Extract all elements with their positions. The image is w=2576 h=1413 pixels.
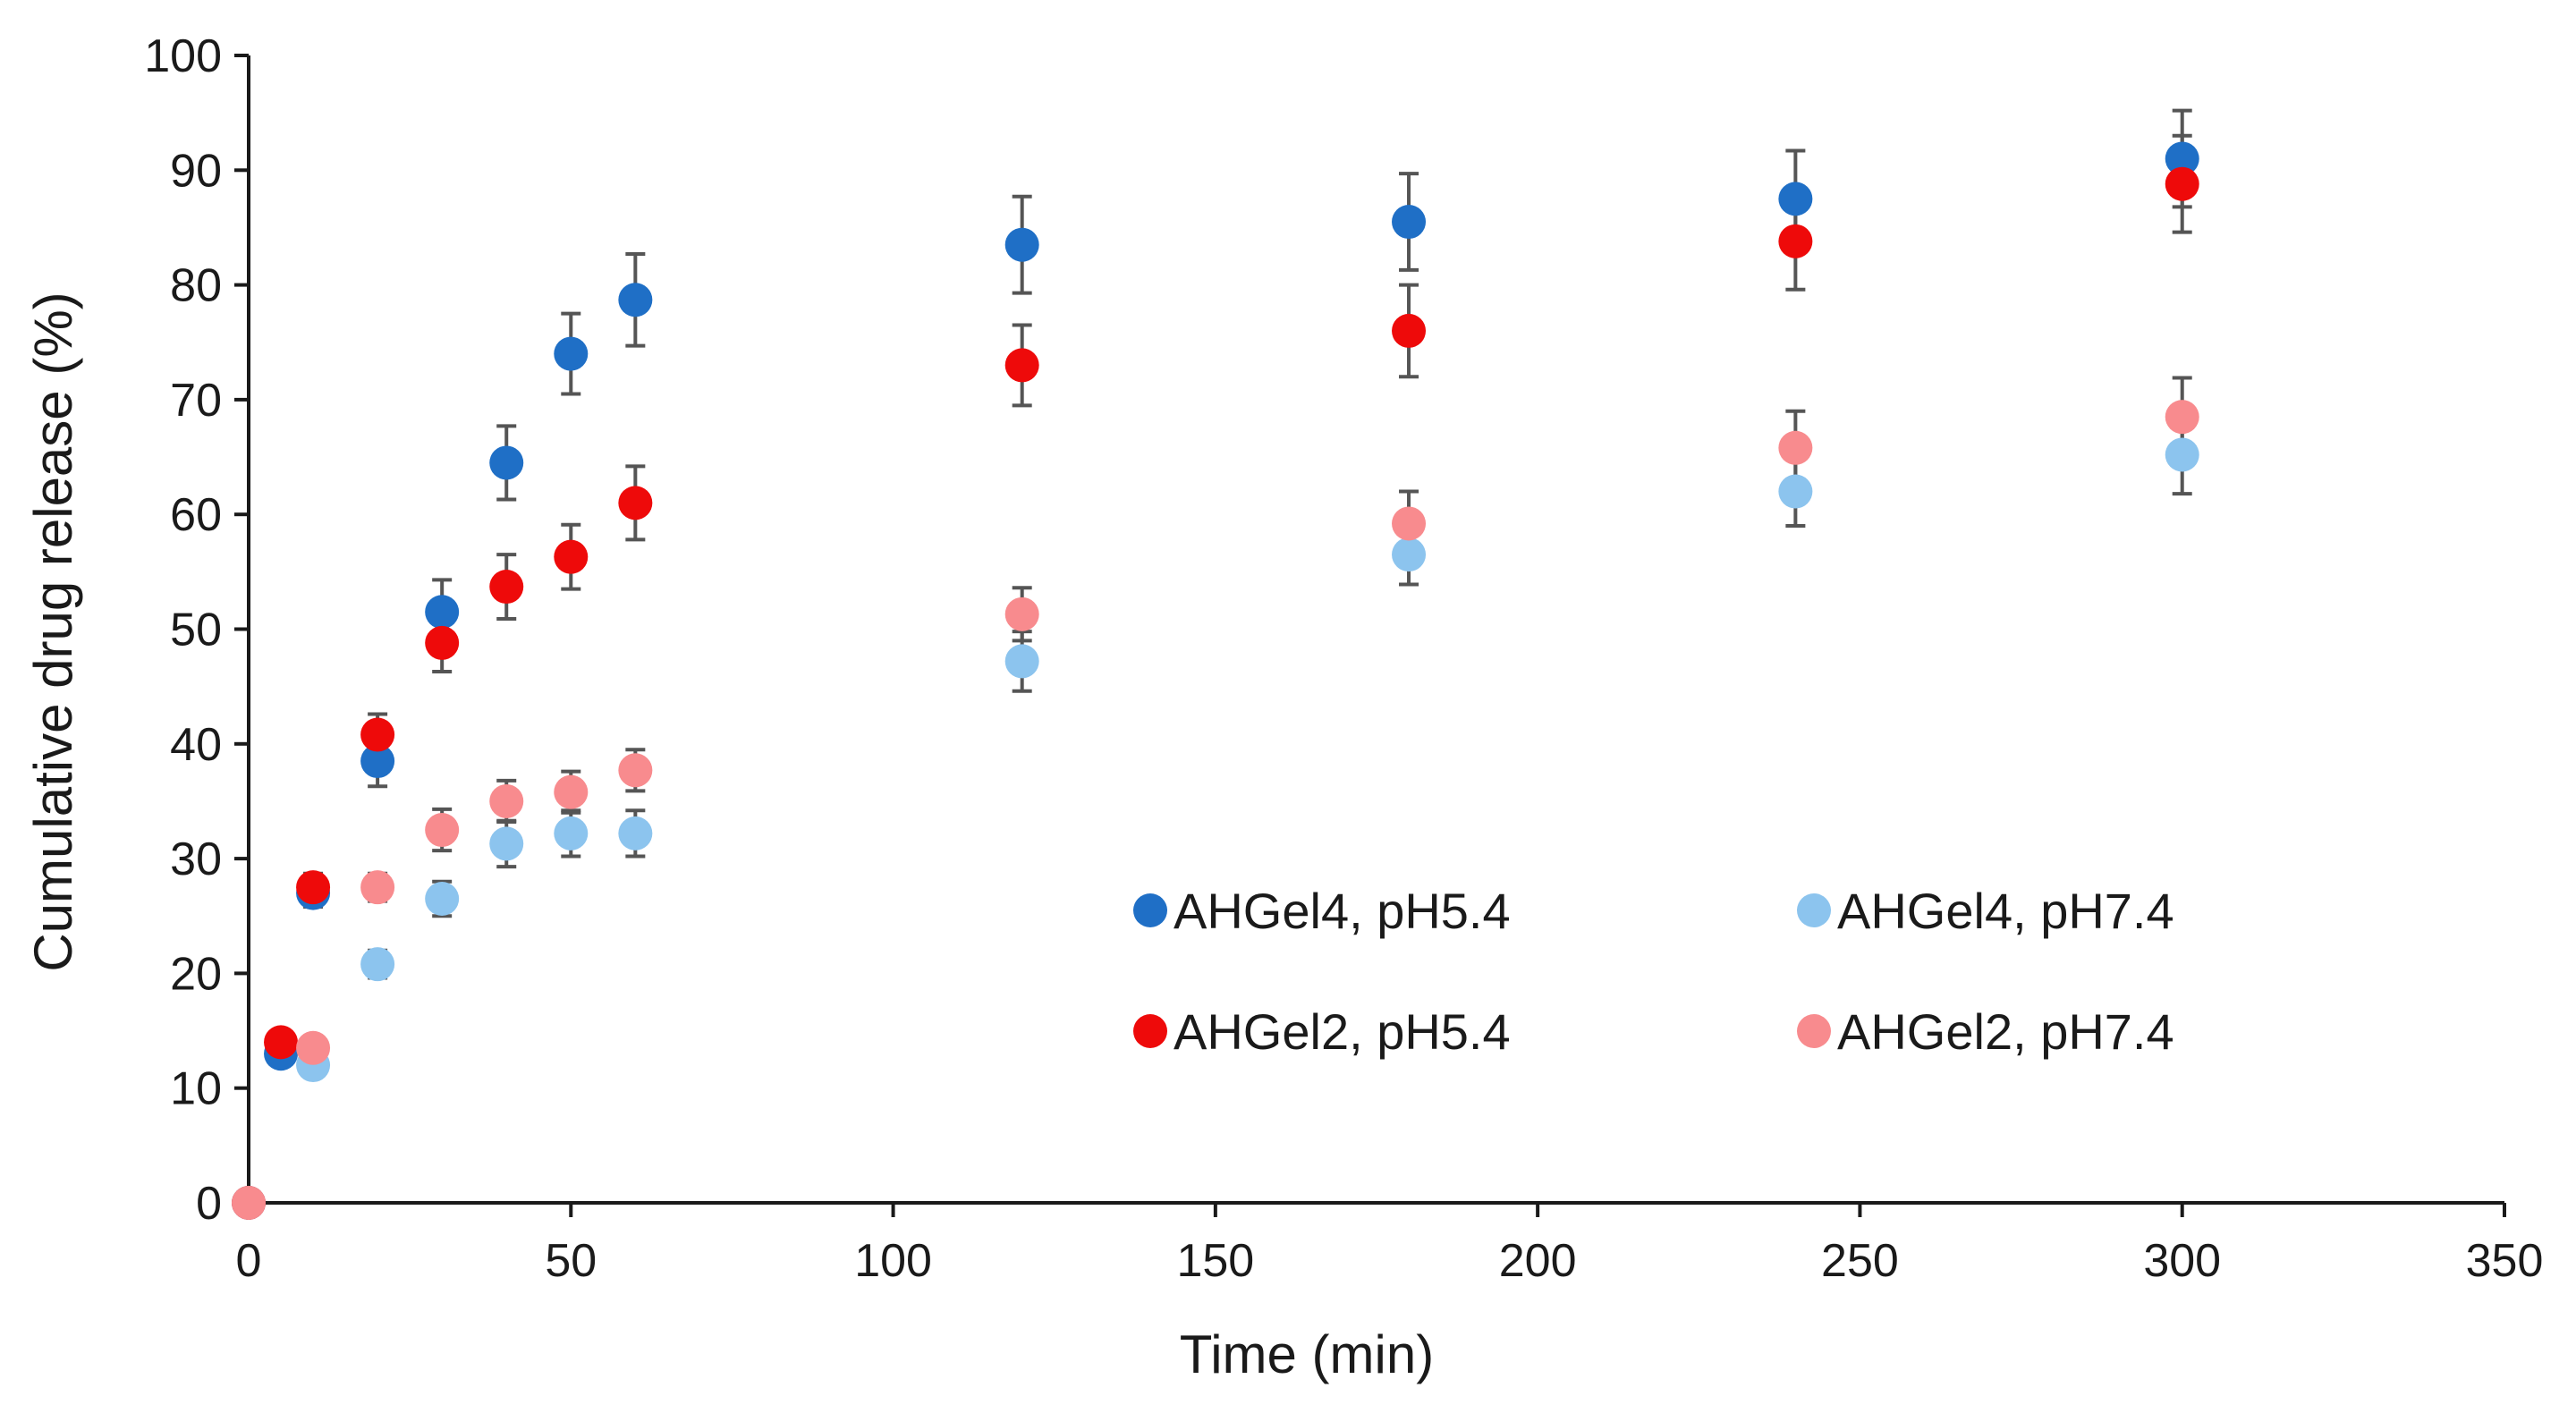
data-point-series-2 bbox=[425, 882, 460, 917]
data-point-series-3 bbox=[1392, 313, 1427, 348]
x-tick-label: 350 bbox=[2466, 1235, 2544, 1287]
data-point-series-3 bbox=[618, 486, 653, 520]
data-point-series-3 bbox=[264, 1025, 299, 1060]
legend-label-1: AHGel4, pH5.4 bbox=[1174, 883, 1511, 939]
data-point-series-2 bbox=[554, 816, 589, 850]
x-tick-label: 50 bbox=[545, 1235, 597, 1287]
x-tick-label: 200 bbox=[1499, 1235, 1577, 1287]
data-point-series-1 bbox=[1778, 182, 1813, 216]
data-point-series-2 bbox=[1392, 537, 1427, 572]
data-point-series-1 bbox=[618, 283, 653, 317]
data-point-series-1 bbox=[489, 445, 524, 480]
legend-label-4: AHGel2, pH7.4 bbox=[1837, 1003, 2174, 1060]
data-point-series-4 bbox=[296, 1030, 331, 1065]
legend: AHGel4, pH5.4 AHGel4, pH7.4 AHGel2, pH5.4 A… bbox=[1133, 883, 2174, 1060]
data-point-series-1 bbox=[1004, 227, 1039, 262]
data-point-series-3 bbox=[1004, 348, 1039, 383]
data-point-series-4 bbox=[554, 774, 589, 809]
legend-marker-2 bbox=[1797, 893, 1831, 927]
data-point-series-4 bbox=[360, 870, 395, 905]
y-axis-title: Cumulative drug release (%) bbox=[23, 292, 83, 971]
data-point-series-4 bbox=[1004, 597, 1039, 631]
legend-label-2: AHGel4, pH7.4 bbox=[1837, 883, 2174, 939]
data-point-series-3 bbox=[554, 539, 589, 574]
y-tick-label: 40 bbox=[170, 719, 222, 771]
legend-marker-3 bbox=[1133, 1014, 1167, 1048]
y-tick-label: 30 bbox=[170, 833, 222, 885]
data-point-series-2 bbox=[2165, 437, 2199, 472]
x-tick-label: 150 bbox=[1176, 1235, 1254, 1287]
data-point-series-1 bbox=[425, 595, 460, 630]
data-point-series-2 bbox=[489, 826, 524, 861]
y-tick-label: 20 bbox=[170, 948, 222, 1000]
data-point-series-2 bbox=[1004, 644, 1039, 679]
data-point-series-3 bbox=[296, 870, 331, 905]
axes: 0 10 20 30 40 50 60 70 80 90 100 0 50 100 150 200 250 300… bbox=[144, 30, 2543, 1287]
data-point-series-2 bbox=[360, 947, 395, 982]
y-tick-label: 50 bbox=[170, 605, 222, 656]
x-tick-label: 0 bbox=[236, 1235, 262, 1287]
y-tick-label: 60 bbox=[170, 489, 222, 541]
x-tick-label: 250 bbox=[1821, 1235, 1899, 1287]
y-tick-label: 80 bbox=[170, 260, 222, 312]
data-point-series-1 bbox=[360, 744, 395, 779]
data-point-series-2 bbox=[618, 816, 653, 850]
x-tick-label: 100 bbox=[854, 1235, 932, 1287]
data-point-series-3 bbox=[489, 570, 524, 605]
data-point-series-4 bbox=[1392, 506, 1427, 541]
y-tick-label: 70 bbox=[170, 375, 222, 427]
x-axis-title: Time (min) bbox=[1180, 1324, 1434, 1384]
data-point-series-1 bbox=[2165, 141, 2199, 176]
data-point-series-4 bbox=[232, 1186, 266, 1220]
data-point-series-3 bbox=[2165, 166, 2199, 201]
legend-marker-1 bbox=[1133, 893, 1167, 927]
y-tick-label: 90 bbox=[170, 145, 222, 197]
data-point-series-3 bbox=[425, 625, 460, 660]
data-point-series-4 bbox=[2165, 400, 2199, 435]
data-point-series-3 bbox=[1778, 224, 1813, 258]
data-point-series-3 bbox=[360, 717, 395, 752]
x-tick-label: 300 bbox=[2143, 1235, 2221, 1287]
legend-label-3: AHGel2, pH5.4 bbox=[1174, 1003, 1511, 1060]
data-point-series-4 bbox=[1778, 430, 1813, 465]
data-point-series-2 bbox=[1778, 474, 1813, 509]
y-tick-label: 0 bbox=[196, 1178, 222, 1230]
data-point-series-4 bbox=[425, 813, 460, 848]
legend-marker-4 bbox=[1797, 1014, 1831, 1048]
y-tick-label: 100 bbox=[144, 30, 222, 82]
data-point-series-4 bbox=[618, 753, 653, 788]
data-point-series-1 bbox=[1392, 205, 1427, 240]
data-point-series-1 bbox=[554, 336, 589, 371]
data-points bbox=[232, 141, 2199, 1220]
y-tick-label: 10 bbox=[170, 1063, 222, 1115]
data-point-series-4 bbox=[489, 783, 524, 818]
